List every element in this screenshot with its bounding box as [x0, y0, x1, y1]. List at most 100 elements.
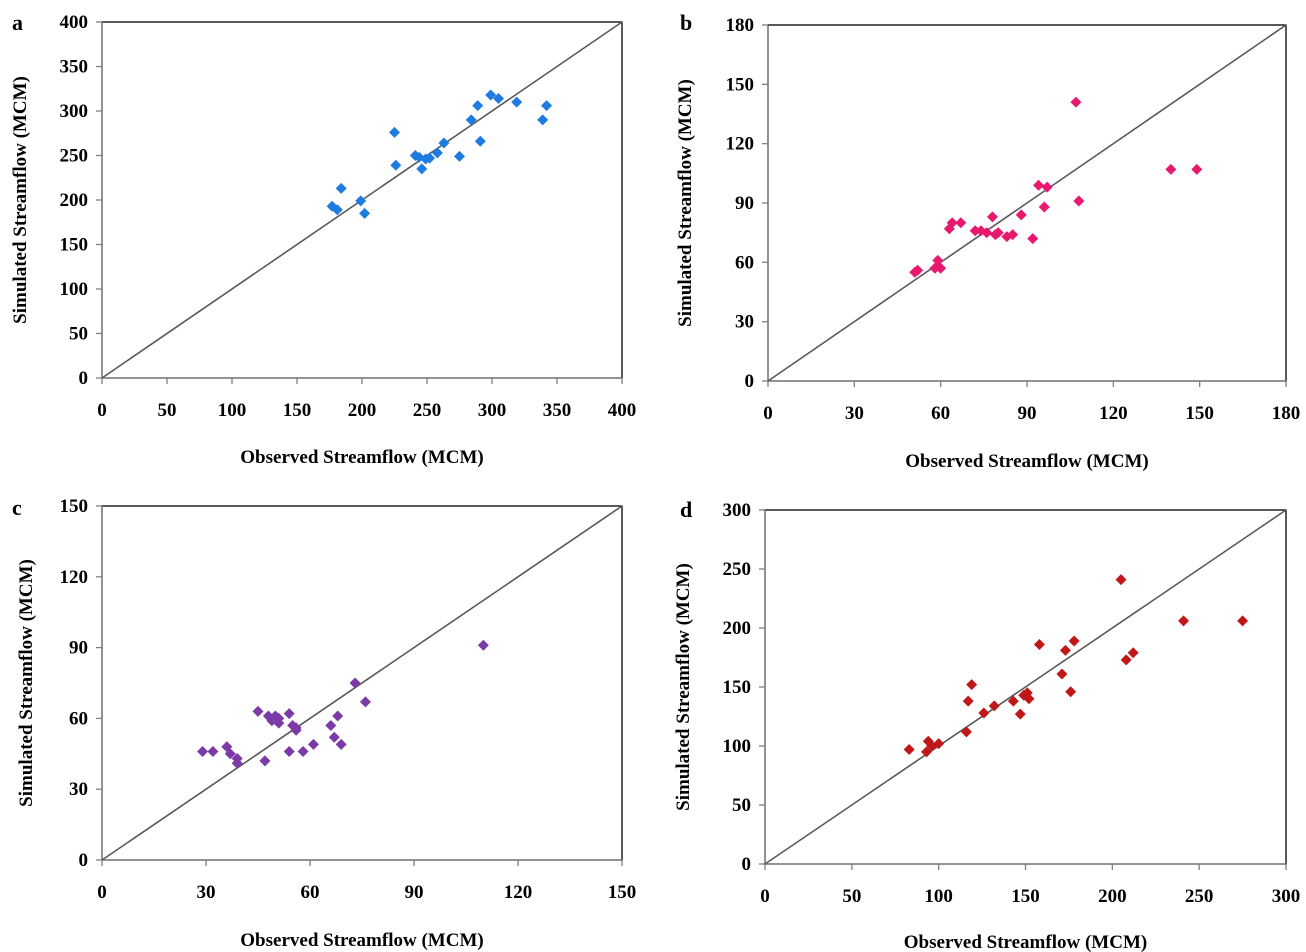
y-tick-label: 200	[60, 190, 89, 211]
data-point	[1073, 195, 1085, 207]
x-tick-label: 100	[218, 400, 247, 421]
x-tick-label: 30	[845, 403, 864, 424]
y-tick-label: 150	[60, 235, 89, 256]
one-to-one-line	[764, 509, 1287, 865]
y-tick-label: 100	[723, 736, 752, 757]
chart-panel-b: b 0 30 60 90 120 150 180 0 30 60 90 120 150 180 Observe…	[675, 10, 1300, 472]
y-tick-label: 50	[732, 795, 751, 816]
x-axis-title: Observed Streamflow (MCM)	[240, 930, 483, 951]
data-point	[988, 700, 1000, 712]
data-point	[349, 677, 361, 689]
data-point	[1178, 615, 1190, 627]
data-point	[331, 204, 343, 216]
data-point	[933, 738, 945, 750]
y-axis-title: Simulated Streamflow (MCM)	[675, 79, 696, 327]
data-point	[960, 726, 972, 738]
x-tick-label: 300	[1272, 886, 1301, 907]
data-point	[541, 100, 553, 112]
data-point	[986, 211, 998, 223]
x-tick-label: 0	[97, 882, 107, 903]
panel-letter: d	[680, 497, 692, 522]
data-point	[416, 163, 428, 175]
data-point	[921, 746, 933, 758]
data-point	[1041, 181, 1053, 193]
data-point	[332, 710, 344, 722]
y-axis-title: Simulated Streamflow (MCM)	[10, 76, 31, 324]
x-tick-label: 300	[478, 400, 507, 421]
data-point	[1014, 708, 1026, 720]
data-point	[981, 227, 993, 239]
y-tick-label: 120	[726, 134, 755, 155]
data-point	[992, 227, 1004, 239]
data-point	[465, 114, 477, 126]
data-point	[290, 722, 302, 734]
y-tick-label: 30	[69, 779, 88, 800]
x-tick-label: 0	[763, 403, 773, 424]
y-tick-label: 350	[60, 57, 89, 78]
data-point	[424, 152, 436, 164]
y-tick-label: 150	[723, 677, 752, 698]
data-point	[511, 96, 523, 108]
x-tick-label: 120	[504, 882, 533, 903]
data-point	[537, 114, 549, 126]
chart-panel-a: a 0 50 100 150 200 250 300 350 400 0 50 100 150 200 250…	[10, 10, 636, 468]
data-point	[1033, 179, 1045, 191]
x-tick-label: 60	[301, 882, 320, 903]
chart-panel-d: d 0 50 100 150 200 250 300 0 50 100 150 200 250 300 Obs…	[673, 497, 1300, 952]
one-to-one-line	[101, 505, 623, 861]
data-point	[359, 207, 371, 219]
data-point	[1191, 163, 1203, 175]
x-tick-label: 400	[608, 400, 637, 421]
y-tick-label: 300	[60, 101, 89, 122]
data-point	[390, 159, 402, 171]
x-tick-label: 60	[931, 403, 950, 424]
x-tick-label: 0	[760, 886, 770, 907]
data-point	[1127, 647, 1139, 659]
data-point	[978, 707, 990, 719]
y-tick-label: 400	[60, 12, 89, 33]
data-point	[431, 147, 443, 159]
y-tick-label: 50	[69, 324, 88, 345]
y-tick-label: 150	[726, 74, 755, 95]
x-tick-label: 350	[543, 400, 572, 421]
y-tick-label: 0	[79, 850, 89, 871]
data-point	[359, 696, 371, 708]
y-axis-title: Simulated Streamflow (MCM)	[673, 563, 694, 811]
x-axis-title: Observed Streamflow (MCM)	[904, 932, 1147, 952]
x-tick-label: 30	[197, 882, 216, 903]
x-tick-label: 180	[1272, 403, 1301, 424]
y-tick-label: 150	[60, 496, 89, 517]
data-point	[1023, 693, 1035, 705]
y-tick-label: 180	[726, 15, 755, 36]
data-point	[1115, 574, 1127, 586]
data-point	[903, 744, 915, 756]
data-point	[962, 695, 974, 707]
x-tick-label: 200	[348, 400, 377, 421]
data-point	[1015, 209, 1027, 221]
panel-letter: a	[12, 10, 23, 35]
x-tick-label: 90	[405, 882, 424, 903]
data-point	[946, 217, 958, 229]
data-point	[283, 745, 295, 757]
y-tick-label: 300	[723, 500, 752, 521]
data-point	[1007, 229, 1019, 241]
data-point	[1027, 233, 1039, 245]
data-point	[1165, 163, 1177, 175]
y-tick-label: 60	[735, 252, 754, 273]
data-point	[252, 705, 264, 717]
data-point	[325, 719, 337, 731]
data-point	[966, 679, 978, 691]
data-point	[389, 126, 400, 138]
x-tick-label: 90	[1018, 403, 1037, 424]
data-point	[935, 262, 947, 274]
data-point	[477, 639, 489, 651]
y-tick-label: 0	[79, 368, 89, 389]
y-tick-label: 30	[735, 312, 754, 333]
x-tick-label: 150	[608, 882, 637, 903]
data-point	[283, 708, 295, 720]
data-point	[454, 150, 465, 162]
y-tick-label: 250	[60, 146, 89, 167]
data-point	[328, 731, 340, 743]
one-to-one-line	[767, 24, 1287, 382]
data-point	[307, 738, 319, 750]
